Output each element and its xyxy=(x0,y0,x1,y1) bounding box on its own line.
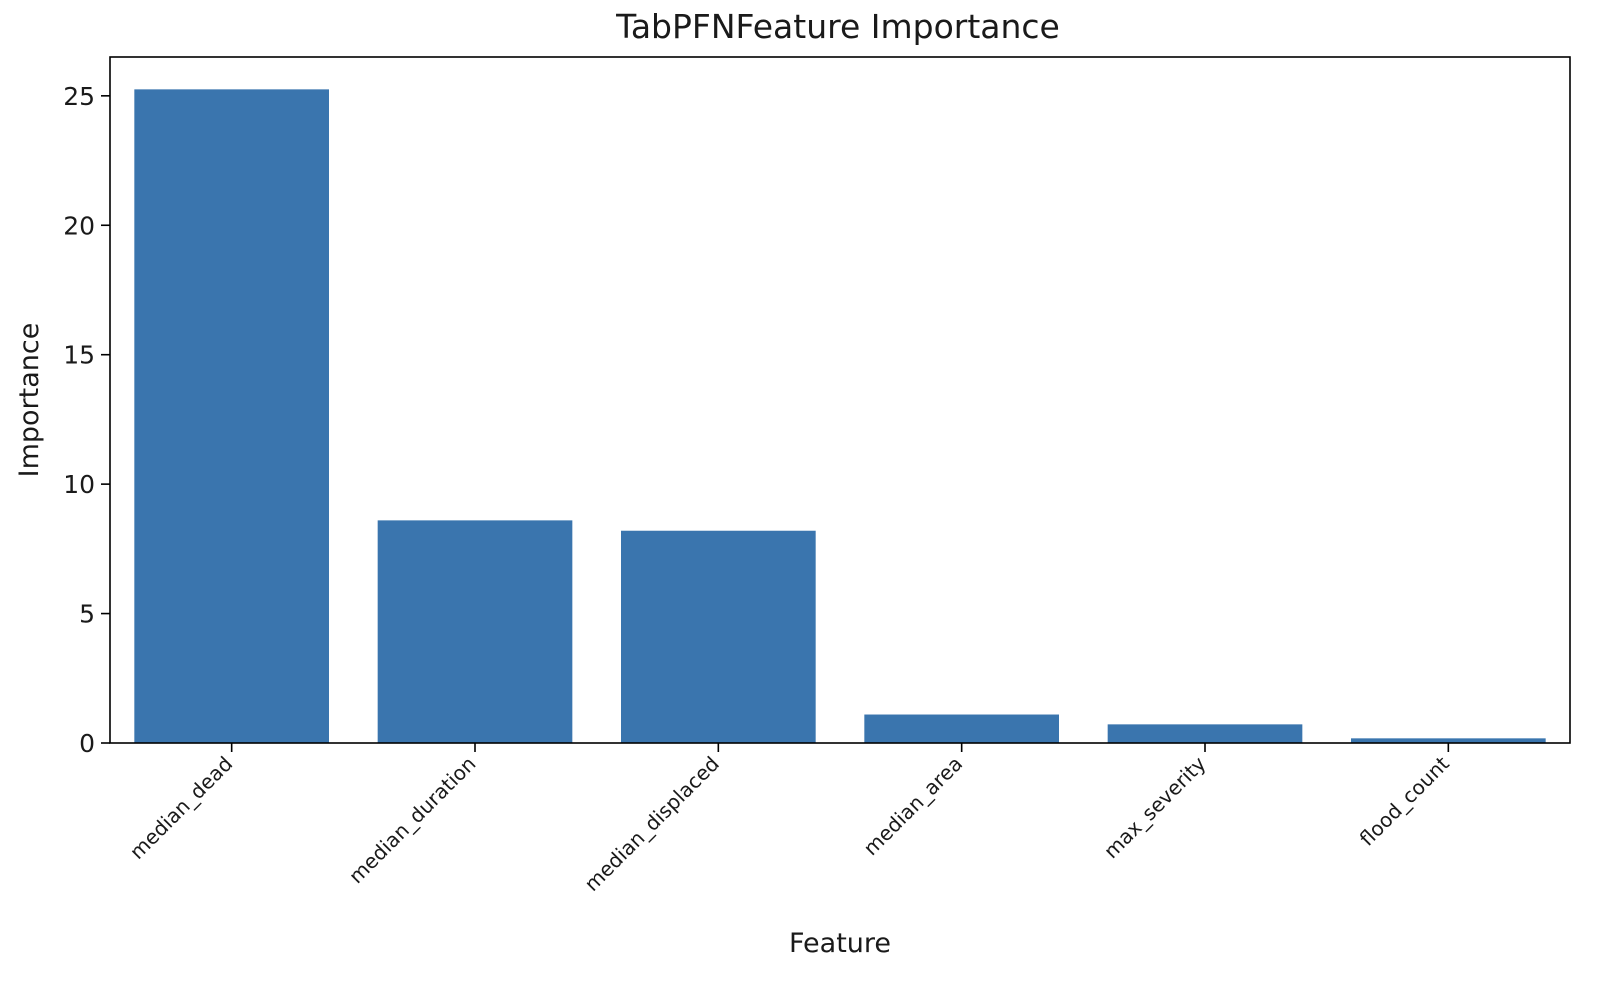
bars-group xyxy=(134,89,1546,744)
x-tick-label: flood_count xyxy=(1355,751,1454,850)
x-tick-label: median_dead xyxy=(125,752,237,864)
y-tick-label: 25 xyxy=(63,82,95,111)
bar-median-dead xyxy=(134,89,329,744)
x-tick-label: median_duration xyxy=(344,752,481,889)
x-tick-label: max_severity xyxy=(1099,751,1211,863)
bar-median-area xyxy=(864,714,1059,743)
y-tick-label: 20 xyxy=(63,211,95,240)
bar-median-duration xyxy=(377,520,573,743)
plot-frame xyxy=(109,56,1571,744)
y-tick-label: 5 xyxy=(79,600,95,629)
bar-max-severity xyxy=(1107,724,1303,743)
y-axis-label: Importance xyxy=(14,323,45,478)
y-tick-label: 10 xyxy=(63,470,95,499)
bar-median-displaced xyxy=(621,530,816,743)
bar-flood-count xyxy=(1351,738,1546,743)
chart-title: TabPFNFeature Importance xyxy=(615,7,1060,46)
y-tick-label: 0 xyxy=(79,729,95,758)
x-axis-ticks: median_dead median_duration median_displac… xyxy=(125,743,1454,896)
y-tick-label: 15 xyxy=(63,341,95,370)
x-axis-label: Feature xyxy=(789,928,891,959)
y-axis-ticks: 0 5 10 15 20 25 xyxy=(63,82,110,758)
x-tick-label: median_area xyxy=(859,752,968,861)
x-tick-label: median_displaced xyxy=(580,752,724,896)
